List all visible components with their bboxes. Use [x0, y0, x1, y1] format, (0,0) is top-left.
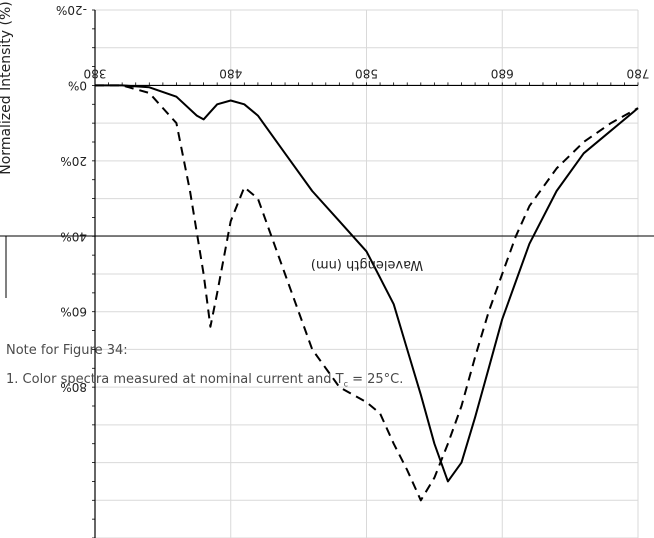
- figure-note-line: 1. Color spectra measured at nominal cur…: [6, 372, 403, 389]
- x-tick-label: 780: [627, 66, 650, 80]
- x-tick-label: 580: [355, 66, 378, 80]
- y-tick-label: 20%: [60, 154, 87, 168]
- figure-note-subscript: c: [343, 379, 348, 389]
- series-line-dashed: [95, 84, 639, 502]
- figure-note-text: 1. Color spectra measured at nominal cur…: [6, 372, 344, 387]
- y-axis-title: Normalized Intensity (%): [0, 1, 14, 174]
- y-tick-label: 0%: [68, 78, 87, 92]
- axis-labels: 380 480 580 680 780 -20% 0% 20% 40% 60% 80% Wavelen…: [0, 1, 649, 394]
- figure-note-suffix: = 25°C.: [347, 372, 404, 387]
- x-tick-label: 380: [84, 66, 107, 80]
- series-lines: [95, 84, 639, 502]
- y-tick-label: 60%: [60, 305, 87, 319]
- y-tick-label: 40%: [60, 229, 87, 243]
- y-tick-label: -20%: [56, 3, 87, 17]
- y-tick-label: 80%: [60, 380, 87, 394]
- chart-grid: [94, 9, 639, 538]
- figure-note-title: Note for Figure 34:: [6, 343, 128, 358]
- x-tick-label: 680: [491, 66, 514, 80]
- x-axis-title: Wavelength (nm): [311, 257, 423, 272]
- x-tick-label: 480: [219, 66, 242, 80]
- axis-ticks: [92, 9, 639, 538]
- series-line-solid: [95, 84, 639, 483]
